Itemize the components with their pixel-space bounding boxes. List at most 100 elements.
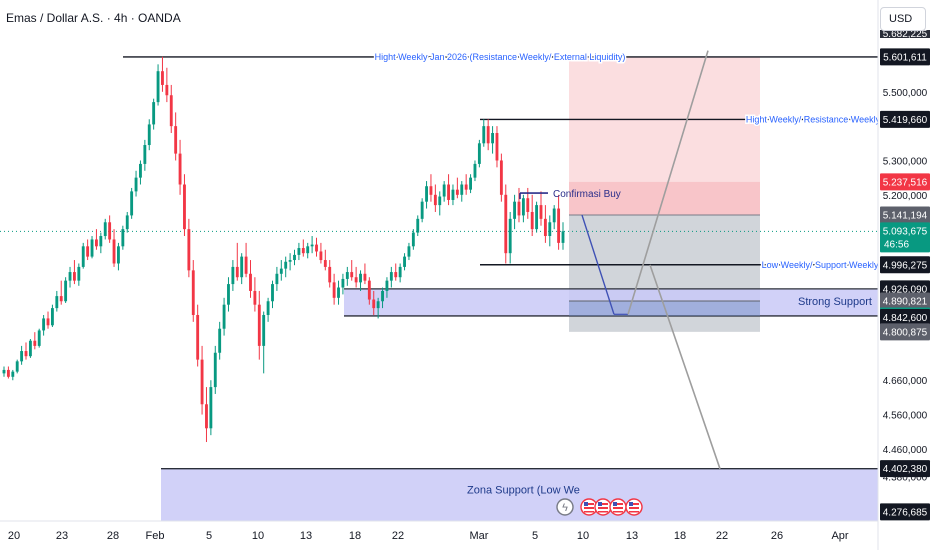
candle-body — [15, 361, 19, 372]
chart-title: Emas / Dollar A.S. · 4h · OANDA — [6, 11, 181, 25]
x-tick-label: 13 — [626, 530, 638, 542]
y-tick-label: 5.300,000 — [883, 156, 928, 167]
zona-support-label: Zona Support (Low We — [467, 485, 580, 497]
candle-body — [152, 102, 156, 125]
candle-body — [279, 268, 283, 274]
candle-body — [363, 273, 367, 281]
y-tick-label: 4.460,000 — [883, 445, 928, 456]
strong-support-label: Strong Support — [798, 296, 872, 308]
candle-body — [539, 205, 543, 219]
candles-group — [2, 56, 565, 443]
flag-stripe — [613, 503, 623, 505]
axis-label-top-partial — [880, 30, 930, 38]
price-label-text: 5.419,660 — [883, 115, 928, 126]
candle-body — [222, 304, 226, 329]
candle-body — [46, 318, 50, 326]
price-label-text: 4.842,600 — [883, 313, 928, 324]
candle-body — [253, 290, 257, 305]
candle-body — [143, 145, 147, 164]
candle-body — [306, 246, 310, 254]
price-label-box — [880, 323, 930, 341]
candle-body — [411, 232, 415, 247]
candle-body — [416, 218, 420, 233]
flag-stripe — [598, 507, 608, 509]
candle-body — [447, 184, 450, 200]
candle-body — [55, 296, 59, 309]
candle-body — [508, 218, 512, 254]
candle-body — [473, 163, 477, 178]
x-tick-label: 26 — [771, 530, 783, 542]
candle-body — [37, 330, 41, 346]
y-tick-label: 5.500,000 — [883, 88, 928, 99]
candle-body — [2, 369, 6, 374]
price-label-text: 5.237,516 — [883, 177, 928, 188]
candle-body — [262, 314, 266, 346]
projection-gray-up — [627, 50, 709, 315]
candle-body — [482, 126, 486, 144]
candle-body — [557, 208, 561, 243]
candle-body — [244, 256, 248, 274]
candle-body — [403, 256, 406, 267]
candle-body — [178, 153, 182, 185]
candle-body — [535, 205, 539, 230]
target-box-inner — [569, 181, 760, 216]
candle-body — [548, 222, 552, 237]
flag-stripe — [613, 511, 623, 513]
y-tick-label: 4.380,000 — [883, 472, 928, 483]
candle-body — [187, 229, 191, 271]
flag-stripe — [584, 507, 594, 509]
candle-body — [394, 272, 398, 278]
candle-body — [59, 296, 63, 302]
x-tick-label: 22 — [716, 530, 728, 542]
x-tick-label: Mar — [470, 530, 489, 542]
currency-button[interactable]: USD — [880, 7, 926, 31]
candle-body — [235, 266, 239, 278]
candle-body — [381, 290, 384, 302]
candle-body — [513, 201, 517, 219]
price-label-text: 4.402,380 — [883, 464, 928, 475]
candle-body — [6, 369, 10, 377]
flag-stripe — [629, 511, 639, 513]
candle-body — [332, 282, 336, 298]
candle-body — [99, 236, 103, 247]
candle-body — [389, 272, 393, 281]
support-zone — [161, 468, 878, 521]
flag-canton — [613, 502, 617, 506]
candle-body — [90, 239, 94, 257]
price-label-text: 4.926,090 — [883, 284, 928, 295]
candle-body — [28, 340, 32, 357]
candle-body — [543, 218, 547, 237]
candle-body — [323, 260, 327, 267]
candle-body — [438, 196, 442, 206]
price-label-text: 4.996,275 — [883, 260, 928, 271]
x-tick-label: 20 — [8, 530, 20, 542]
candle-body — [297, 248, 301, 255]
candle-body — [117, 246, 120, 264]
candle-body — [407, 246, 411, 257]
candle-body — [50, 308, 54, 326]
candle-body — [420, 201, 424, 219]
candle-body — [433, 194, 437, 206]
target-box — [569, 56, 760, 216]
price-label-box — [880, 503, 930, 521]
candle-body — [310, 244, 314, 247]
y-tick-label: 4.560,000 — [883, 411, 928, 422]
candle-body — [165, 84, 169, 96]
candle-body — [249, 273, 252, 291]
candle-body — [495, 133, 499, 161]
support-zone — [344, 288, 878, 316]
candle-body — [103, 222, 107, 237]
candle-body — [359, 273, 362, 283]
candle-body — [130, 191, 134, 216]
candle-body — [460, 184, 464, 195]
price-label-text: 4.276,685 — [883, 507, 928, 518]
candle-body — [20, 351, 24, 362]
flag-stripe — [629, 503, 639, 505]
candle-body — [68, 272, 72, 281]
candle-body — [275, 273, 279, 285]
candle-body — [398, 266, 402, 278]
candle-body — [442, 184, 446, 197]
